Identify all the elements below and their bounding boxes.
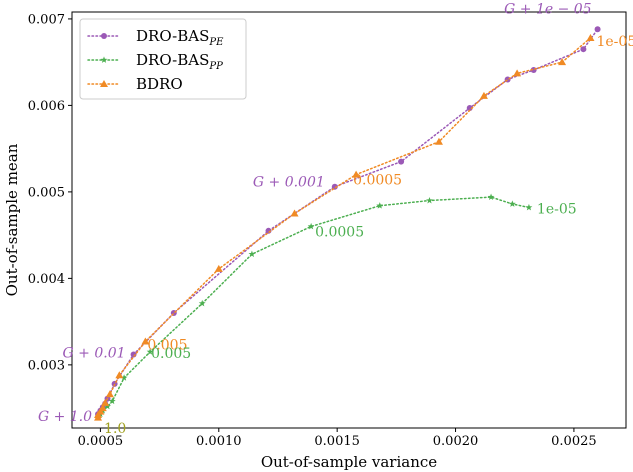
point-annotation: 0.0005 [353, 173, 402, 189]
x-axis: 0.0005 0.0010 0.0015 0.0020 0.0025 [78, 428, 597, 449]
data-point [248, 250, 256, 258]
point-annotation: 1e-05 [596, 34, 633, 50]
series-bdro [94, 33, 595, 421]
point-annotation: 0.005 [147, 338, 187, 354]
x-axis-label: Out-of-sample variance [261, 453, 437, 471]
legend-label: DRO-BASPE [136, 27, 224, 48]
legend-box [79, 18, 247, 100]
data-point [434, 137, 443, 145]
y-tick-label: 0.006 [28, 99, 65, 114]
y-tick-label: 0.005 [28, 185, 65, 200]
legend-label: DRO-BASPP [136, 51, 223, 72]
data-point [352, 170, 361, 178]
data-point [115, 371, 124, 379]
point-annotation: 0.005 [151, 346, 191, 362]
data-point [146, 348, 154, 355]
x-tick-label: 0.0020 [433, 434, 479, 449]
data-point [290, 209, 299, 217]
y-axis: 0.003 0.004 0.005 0.006 0.007 [28, 12, 72, 373]
point-annotation: 1e-05 [537, 201, 577, 217]
legend-marker [101, 33, 107, 39]
x-tick-label: 0.0025 [551, 434, 597, 449]
legend-marker [100, 80, 108, 87]
legend-item: DRO-BASPP [87, 51, 223, 72]
data-point [508, 200, 516, 207]
point-annotation: 0.0005 [315, 224, 364, 240]
y-axis-label: Out-of-sample mean [3, 143, 21, 296]
data-point [580, 46, 587, 53]
data-point [105, 390, 114, 398]
data-point [104, 402, 111, 410]
data-point [108, 397, 116, 405]
x-tick-label: 0.0005 [78, 434, 124, 449]
data-point [398, 158, 405, 165]
data-point [307, 222, 315, 230]
series-layer [94, 26, 601, 421]
data-point [120, 374, 128, 381]
data-point [101, 398, 110, 406]
y-tick-label: 0.003 [28, 358, 65, 373]
x-tick-label: 0.0010 [196, 434, 242, 449]
data-point [198, 299, 206, 307]
data-point [376, 202, 384, 209]
data-point [466, 105, 473, 111]
data-point [479, 91, 488, 99]
point-annotation: G + 1.0 [38, 409, 92, 425]
data-point [98, 404, 107, 412]
data-point [426, 196, 433, 204]
legend-item: BDRO [87, 75, 183, 93]
data-point [141, 337, 150, 345]
point-annotation: G + 0.001 [253, 175, 325, 191]
point-annotation: 1.0 [104, 421, 126, 437]
point-annotation: G + 0.01 [63, 345, 126, 361]
y-tick-label: 0.007 [28, 12, 65, 27]
data-point [525, 203, 533, 211]
legend-item: DRO-BASPE [87, 27, 224, 48]
point-annotation: G + 1e − 05 [504, 1, 592, 17]
data-point [513, 69, 522, 77]
x-tick-label: 0.0015 [314, 434, 360, 449]
data-point [214, 264, 223, 272]
legend-marker [100, 56, 108, 63]
data-point [586, 33, 595, 41]
data-point [487, 193, 495, 200]
data-point [594, 26, 601, 33]
annotation-layer: G + 1e − 05 1e-05 G + 0.001 0.0005 0.0005 1e-… [38, 1, 633, 436]
data-point [558, 58, 567, 66]
y-tick-label: 0.004 [28, 272, 65, 287]
legend: DRO-BASPE DRO-BASPP BDRO [79, 18, 247, 100]
legend-label: BDRO [136, 75, 183, 93]
